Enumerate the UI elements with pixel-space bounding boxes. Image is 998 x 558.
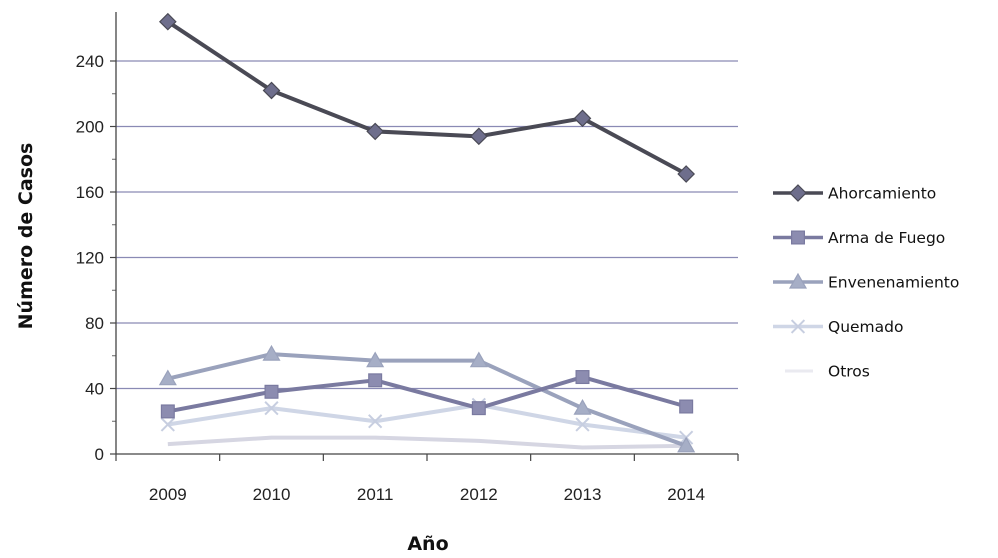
series-line-otros bbox=[167, 435, 687, 450]
data-point-ahorcamiento bbox=[262, 81, 281, 100]
data-point-ahorcamiento bbox=[469, 127, 488, 146]
y-tick-label: 120 bbox=[76, 249, 104, 268]
legend-item-quemado: Quemado bbox=[773, 318, 903, 336]
data-point-arma-de-fuego bbox=[575, 370, 590, 385]
legend-item-otros: Otros bbox=[785, 363, 870, 381]
data-point-envenenamiento bbox=[677, 436, 696, 453]
legend-marker bbox=[790, 230, 805, 245]
legend-marker bbox=[789, 184, 807, 202]
x-tick-labels: 2009 2010 2011 2012 2013 2014 bbox=[149, 485, 705, 504]
series-otros bbox=[167, 435, 687, 450]
x-tick-label: 2010 bbox=[253, 485, 291, 504]
y-tick-label: 160 bbox=[76, 183, 104, 202]
legend-marker bbox=[788, 272, 808, 289]
series-arma-de-fuego bbox=[160, 370, 694, 419]
series-line-quemado bbox=[167, 402, 687, 440]
data-point-ahorcamiento bbox=[573, 109, 592, 128]
legend-item-ahorcamiento: Ahorcamiento bbox=[773, 184, 936, 203]
x-tick-label: 2011 bbox=[357, 485, 394, 504]
x-tick-label: 2013 bbox=[564, 485, 602, 504]
data-point-envenenamiento bbox=[158, 369, 177, 386]
data-point-quemado bbox=[368, 414, 383, 429]
legend-label: Arma de Fuego bbox=[828, 229, 945, 247]
y-tick-label: 40 bbox=[85, 380, 104, 399]
series-envenenamiento bbox=[158, 344, 696, 453]
y-tick-labels: 0 40 80 120 160 200 240 bbox=[76, 52, 104, 464]
legend-label: Otros bbox=[828, 363, 870, 381]
series-line-envenenamiento bbox=[167, 352, 687, 448]
legend-label: Quemado bbox=[828, 318, 903, 336]
x-tick-label: 2014 bbox=[667, 485, 705, 504]
y-tick-label: 0 bbox=[95, 445, 104, 464]
data-point-arma-de-fuego bbox=[264, 384, 279, 399]
data-point-ahorcamiento bbox=[366, 122, 385, 141]
data-point-quemado bbox=[160, 417, 175, 432]
data-point-envenenamiento bbox=[366, 351, 385, 368]
legend-marker bbox=[790, 319, 806, 334]
data-point-arma-de-fuego bbox=[471, 401, 486, 416]
legend-label: Envenenamiento bbox=[828, 274, 959, 292]
data-point-envenenamiento bbox=[262, 344, 281, 361]
series-line-arma-de-fuego bbox=[167, 375, 687, 414]
data-point-quemado bbox=[575, 417, 590, 432]
series-group bbox=[158, 12, 696, 453]
x-tick-label: 2009 bbox=[149, 485, 187, 504]
legend-item-envenenamiento: Envenenamiento bbox=[773, 272, 959, 292]
y-tick-label: 200 bbox=[76, 118, 104, 137]
gridlines bbox=[116, 60, 738, 390]
series-line-ahorcamiento bbox=[166, 20, 688, 176]
y-tick-label: 240 bbox=[76, 52, 104, 71]
y-tick-label: 80 bbox=[85, 314, 104, 333]
data-point-envenenamiento bbox=[573, 398, 592, 415]
legend-item-arma-de-fuego: Arma de Fuego bbox=[773, 229, 945, 247]
x-tick-label: 2012 bbox=[460, 485, 498, 504]
data-point-arma-de-fuego bbox=[679, 399, 694, 414]
legend: Ahorcamiento Arma de Fuego Envenenamiento Q… bbox=[773, 184, 959, 381]
axes bbox=[110, 12, 739, 461]
data-point-quemado bbox=[264, 401, 279, 416]
x-axis-title: Año bbox=[407, 533, 448, 555]
data-point-ahorcamiento bbox=[158, 12, 177, 31]
series-ahorcamiento bbox=[158, 12, 696, 183]
data-point-arma-de-fuego bbox=[368, 373, 383, 388]
legend-label: Ahorcamiento bbox=[828, 185, 936, 203]
series-quemado bbox=[160, 397, 694, 445]
data-point-envenenamiento bbox=[469, 351, 488, 368]
y-axis-title: Número de Casos bbox=[15, 143, 37, 330]
data-point-arma-de-fuego bbox=[160, 404, 175, 419]
data-point-ahorcamiento bbox=[677, 165, 696, 183]
